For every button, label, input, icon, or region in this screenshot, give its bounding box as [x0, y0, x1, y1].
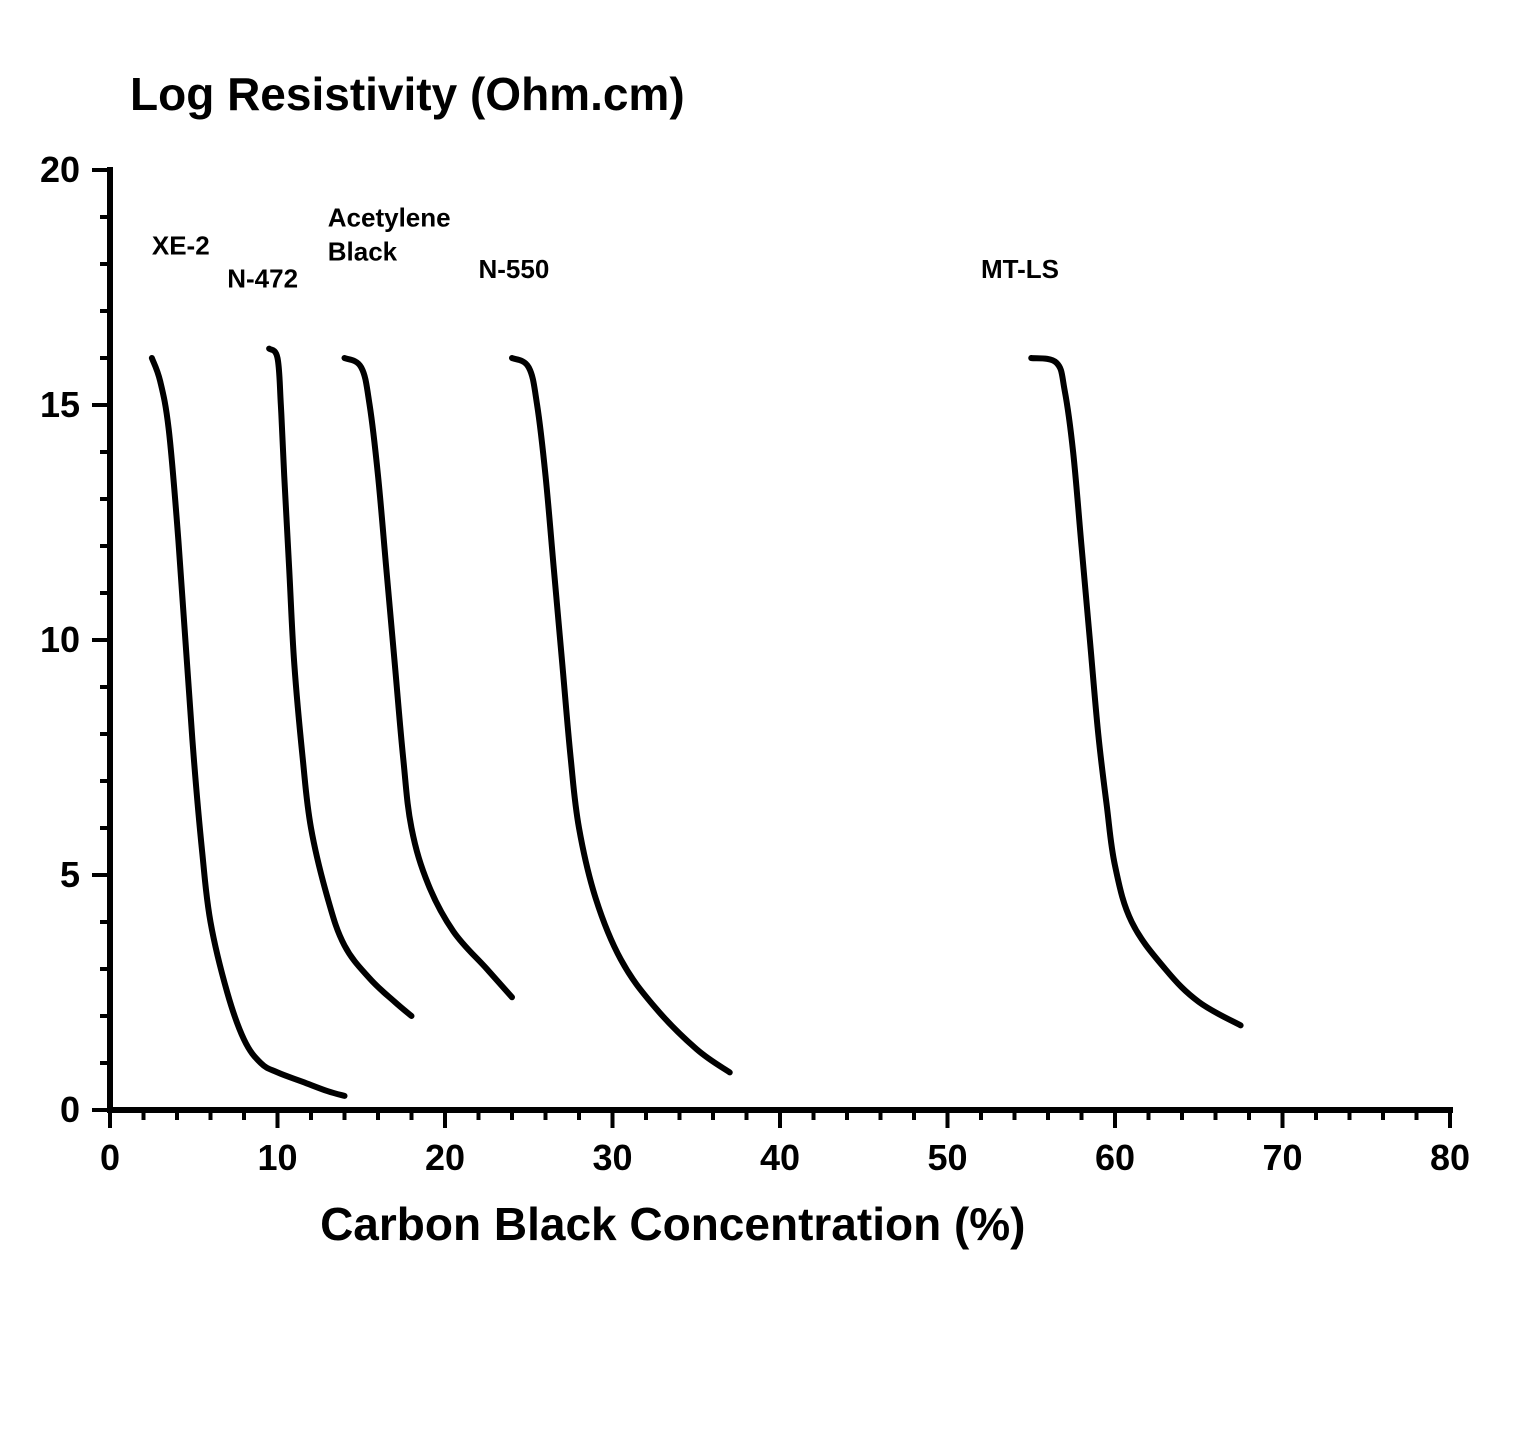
series-label: MT-LS: [981, 254, 1059, 284]
x-tick-label: 70: [1262, 1137, 1302, 1178]
x-axis-label: Carbon Black Concentration (%): [320, 1198, 1025, 1250]
y-tick-label: 20: [40, 149, 80, 190]
x-tick-label: 10: [257, 1137, 297, 1178]
x-tick-label: 60: [1095, 1137, 1135, 1178]
chart-container: Log Resistivity (Ohm.cm)0102030405060708…: [0, 0, 1518, 1442]
chart-svg: Log Resistivity (Ohm.cm)0102030405060708…: [0, 0, 1518, 1442]
chart-title: Log Resistivity (Ohm.cm): [130, 68, 685, 120]
series-label: Black: [328, 236, 398, 266]
y-tick-label: 10: [40, 619, 80, 660]
x-tick-label: 50: [927, 1137, 967, 1178]
y-tick-label: 15: [40, 384, 80, 425]
series-label: XE-2: [152, 231, 210, 261]
x-tick-label: 0: [100, 1137, 120, 1178]
x-tick-label: 30: [592, 1137, 632, 1178]
x-tick-label: 40: [760, 1137, 800, 1178]
y-tick-label: 5: [60, 854, 80, 895]
series-label: N-472: [227, 264, 298, 294]
x-tick-label: 80: [1430, 1137, 1470, 1178]
y-tick-label: 0: [60, 1089, 80, 1130]
series-label: N-550: [479, 254, 550, 284]
series-label: Acetylene: [328, 202, 451, 232]
x-tick-label: 20: [425, 1137, 465, 1178]
